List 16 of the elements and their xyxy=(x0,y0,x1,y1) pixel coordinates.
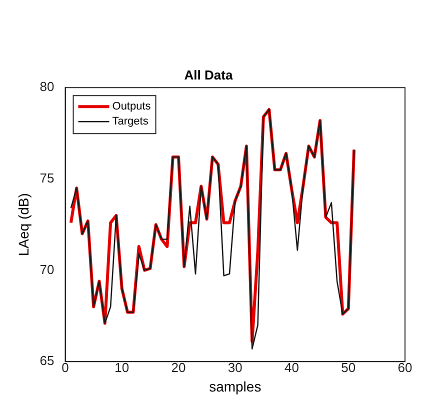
y-tick-label: 80 xyxy=(40,79,54,94)
x-tick-label: 50 xyxy=(341,360,356,375)
x-tick-label: 40 xyxy=(284,360,299,375)
y-tick-label: 65 xyxy=(40,353,54,368)
y-axis-title: LAeq (dB) xyxy=(15,193,32,256)
legend-label: Targets xyxy=(112,116,149,128)
x-tick-label: 30 xyxy=(228,360,242,375)
legend-label: Outputs xyxy=(112,100,152,113)
chart-title: All Data xyxy=(184,67,234,82)
y-tick-label: 70 xyxy=(40,262,54,277)
x-tick-label: 60 xyxy=(398,360,412,375)
x-axis-title: samples xyxy=(209,378,262,394)
x-tick-label: 0 xyxy=(62,360,69,375)
y-tick-label: 75 xyxy=(40,170,54,186)
x-tick-label: 20 xyxy=(171,360,186,375)
x-tick-label: 10 xyxy=(114,360,130,375)
